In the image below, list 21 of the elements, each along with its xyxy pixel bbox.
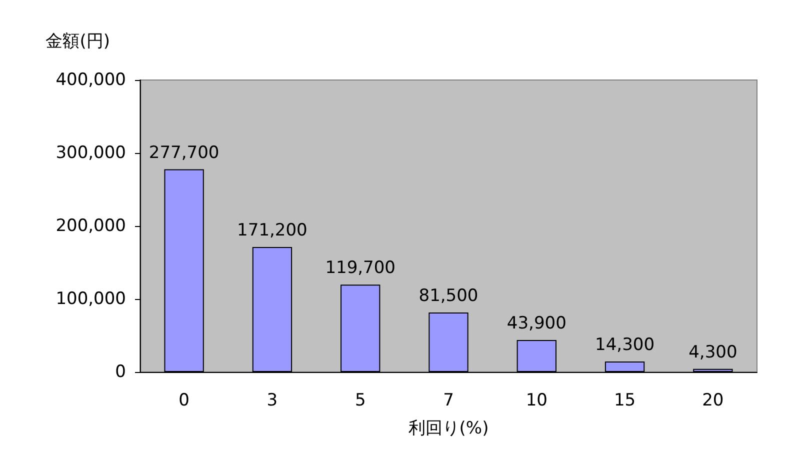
- x-tick-label: 0: [178, 390, 190, 410]
- y-axis-title: 金額(円): [46, 32, 110, 52]
- data-label: 14,300: [595, 335, 655, 356]
- data-label: 4,300: [688, 342, 738, 362]
- x-tick-label: 15: [614, 390, 636, 410]
- y-tick-label: 0: [115, 362, 126, 382]
- data-label: 43,900: [506, 313, 566, 334]
- data-label: 119,700: [325, 258, 396, 278]
- data-label: 81,500: [418, 286, 478, 306]
- data-label: 277,700: [148, 142, 220, 163]
- y-tick-label: 400,000: [56, 70, 126, 90]
- y-tick-label: 300,000: [56, 143, 126, 163]
- x-tick-label: 7: [443, 390, 454, 410]
- x-tick-label: 3: [266, 390, 278, 410]
- x-tick-label: 5: [354, 390, 366, 410]
- x-tick-label: 10: [526, 390, 548, 410]
- y-tick-label: 200,000: [56, 216, 126, 236]
- x-tick-label: 20: [702, 390, 724, 410]
- x-axis-title: 利回り(%): [408, 418, 489, 438]
- y-tick-label: 100,000: [56, 289, 126, 309]
- data-label: 171,200: [237, 220, 308, 241]
